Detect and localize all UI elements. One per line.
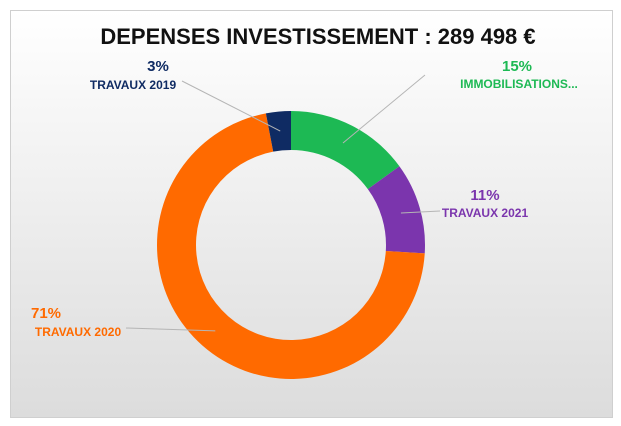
leader-line (125, 327, 216, 332)
donut-slice (265, 111, 291, 152)
donut-slice (291, 111, 400, 190)
value-label: 71% (31, 305, 61, 322)
value-label: 11% (470, 187, 499, 204)
category-label: IMMOBILISATIONS... (460, 77, 578, 91)
category-label: TRAVAUX 2019 (90, 78, 177, 92)
donut-slice (367, 166, 425, 254)
value-label: 15% (502, 58, 532, 75)
donut-slice (156, 113, 425, 379)
category-label: TRAVAUX 2021 (442, 206, 529, 220)
leader-line (342, 74, 426, 144)
leader-line (181, 80, 281, 132)
leader-line (400, 210, 441, 214)
chart-title: DEPENSES INVESTISSEMENT : 289 498 € (100, 24, 535, 49)
value-label: 3% (147, 58, 169, 75)
category-label: TRAVAUX 2020 (35, 325, 122, 339)
